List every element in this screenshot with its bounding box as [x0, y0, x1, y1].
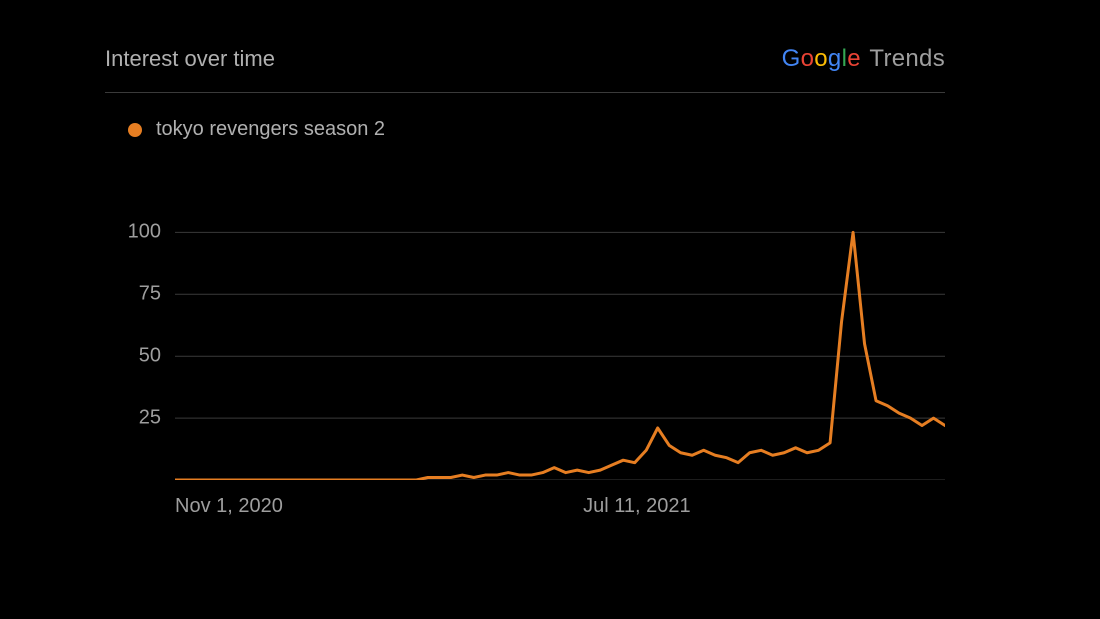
google-logo-letter: o — [814, 45, 828, 72]
x-tick-label: Jul 11, 2021 — [583, 495, 691, 518]
y-tick-label: 75 — [139, 283, 161, 306]
chart-title: Interest over time — [105, 46, 275, 72]
google-logo-letter: g — [828, 45, 842, 72]
google-logo-letter: G — [782, 45, 801, 72]
y-axis-labels: 25 50 75 100 — [105, 220, 175, 520]
google-logo-letter: o — [801, 45, 815, 72]
y-tick-label: 50 — [139, 345, 161, 368]
y-tick-label: 25 — [139, 407, 161, 430]
google-trends-logo: Google Trends — [782, 45, 945, 73]
line-chart-plot — [175, 220, 945, 480]
chart-area: 25 50 75 100 Nov 1, 2020 Jul 11, 2021 — [105, 220, 945, 520]
legend-label: tokyo revengers season 2 — [156, 118, 385, 141]
legend-marker-icon — [128, 123, 142, 137]
trends-chart-card: { "header": { "title": "Interest over ti… — [0, 0, 1100, 619]
x-tick-label: Nov 1, 2020 — [175, 495, 283, 518]
google-logo-letter: e — [847, 45, 861, 72]
y-tick-label: 100 — [128, 221, 161, 244]
chart-legend: tokyo revengers season 2 — [128, 118, 385, 141]
trends-word: Trends — [863, 45, 945, 72]
chart-header: Interest over time Google Trends — [105, 45, 945, 73]
header-divider — [105, 92, 945, 93]
x-axis-labels: Nov 1, 2020 Jul 11, 2021 — [175, 495, 945, 525]
